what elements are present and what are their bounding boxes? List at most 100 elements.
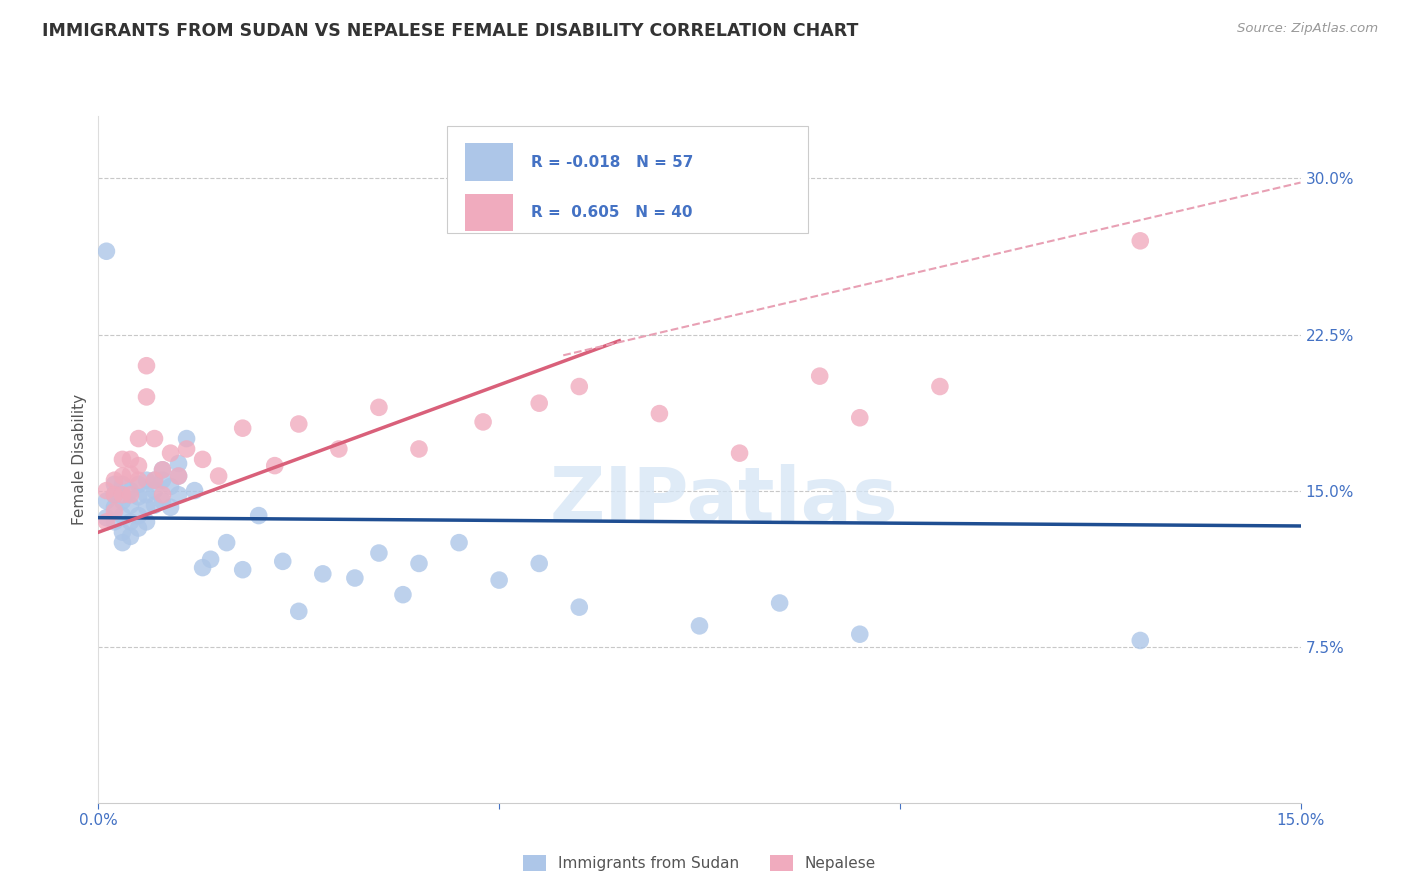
Point [152,488,174,502]
Point [120,452,142,467]
Point [472,415,495,429]
Point [111,469,134,483]
Point [143,473,166,487]
Point [120,488,142,502]
Point [232,563,254,577]
Point [215,535,238,549]
Point [128,432,150,446]
Point [120,483,142,498]
Point [135,515,157,529]
Point [96,483,118,498]
Point [103,488,125,502]
Point [159,500,181,515]
Point [529,557,551,571]
Point [152,463,174,477]
Point [929,379,952,393]
Point [120,498,142,512]
Point [128,473,150,487]
Point [111,452,134,467]
Point [120,515,142,529]
Point [167,488,190,502]
Point [128,521,150,535]
Point [408,557,430,571]
Point [167,457,190,471]
Point [111,535,134,549]
Point [96,510,118,524]
Point [689,619,711,633]
Point [343,571,366,585]
Point [183,483,205,498]
Point [191,452,214,467]
FancyBboxPatch shape [465,194,513,231]
Point [408,442,430,456]
Point [128,458,150,473]
Legend: Immigrants from Sudan, Nepalese: Immigrants from Sudan, Nepalese [517,849,882,878]
Point [849,410,872,425]
Point [128,508,150,523]
Text: Source: ZipAtlas.com: Source: ZipAtlas.com [1237,22,1378,36]
Point [111,525,134,540]
Point [120,467,142,481]
Point [143,483,166,498]
Point [392,588,415,602]
Point [103,488,125,502]
Text: ZIPatlas: ZIPatlas [550,464,898,538]
Point [120,529,142,543]
Point [247,508,270,523]
Point [328,442,350,456]
Point [152,463,174,477]
Point [447,535,470,549]
Point [152,473,174,487]
Point [135,500,157,515]
Point [152,494,174,508]
Y-axis label: Female Disability: Female Disability [72,393,87,525]
Point [1129,234,1152,248]
Point [103,515,125,529]
Point [96,494,118,508]
Point [111,508,134,523]
Point [232,421,254,435]
Point [648,407,671,421]
Point [808,369,831,384]
Point [288,417,311,431]
Point [769,596,792,610]
Point [176,442,198,456]
FancyBboxPatch shape [465,144,513,181]
Text: R = -0.018   N = 57: R = -0.018 N = 57 [531,155,693,169]
Point [167,469,190,483]
Point [368,401,391,415]
Point [728,446,751,460]
Point [312,566,335,581]
Point [368,546,391,560]
Point [96,244,118,259]
Text: R =  0.605   N = 40: R = 0.605 N = 40 [531,205,693,220]
Point [135,473,157,487]
Point [111,477,134,491]
Point [488,573,510,587]
Point [167,469,190,483]
Point [263,458,285,473]
Point [143,432,166,446]
FancyBboxPatch shape [447,127,807,233]
Text: IMMIGRANTS FROM SUDAN VS NEPALESE FEMALE DISABILITY CORRELATION CHART: IMMIGRANTS FROM SUDAN VS NEPALESE FEMALE… [42,22,859,40]
Point [128,477,150,491]
Point [159,446,181,460]
Point [111,494,134,508]
Point [143,473,166,487]
Point [568,600,591,615]
Point [271,554,294,568]
Point [111,488,134,502]
Point [135,390,157,404]
Point [849,627,872,641]
Point [128,490,150,504]
Point [529,396,551,410]
Point [135,359,157,373]
Point [103,473,125,487]
Point [208,469,231,483]
Point [103,500,125,515]
Point [103,504,125,518]
Point [96,515,118,529]
Point [1129,633,1152,648]
Point [103,477,125,491]
Point [288,604,311,618]
